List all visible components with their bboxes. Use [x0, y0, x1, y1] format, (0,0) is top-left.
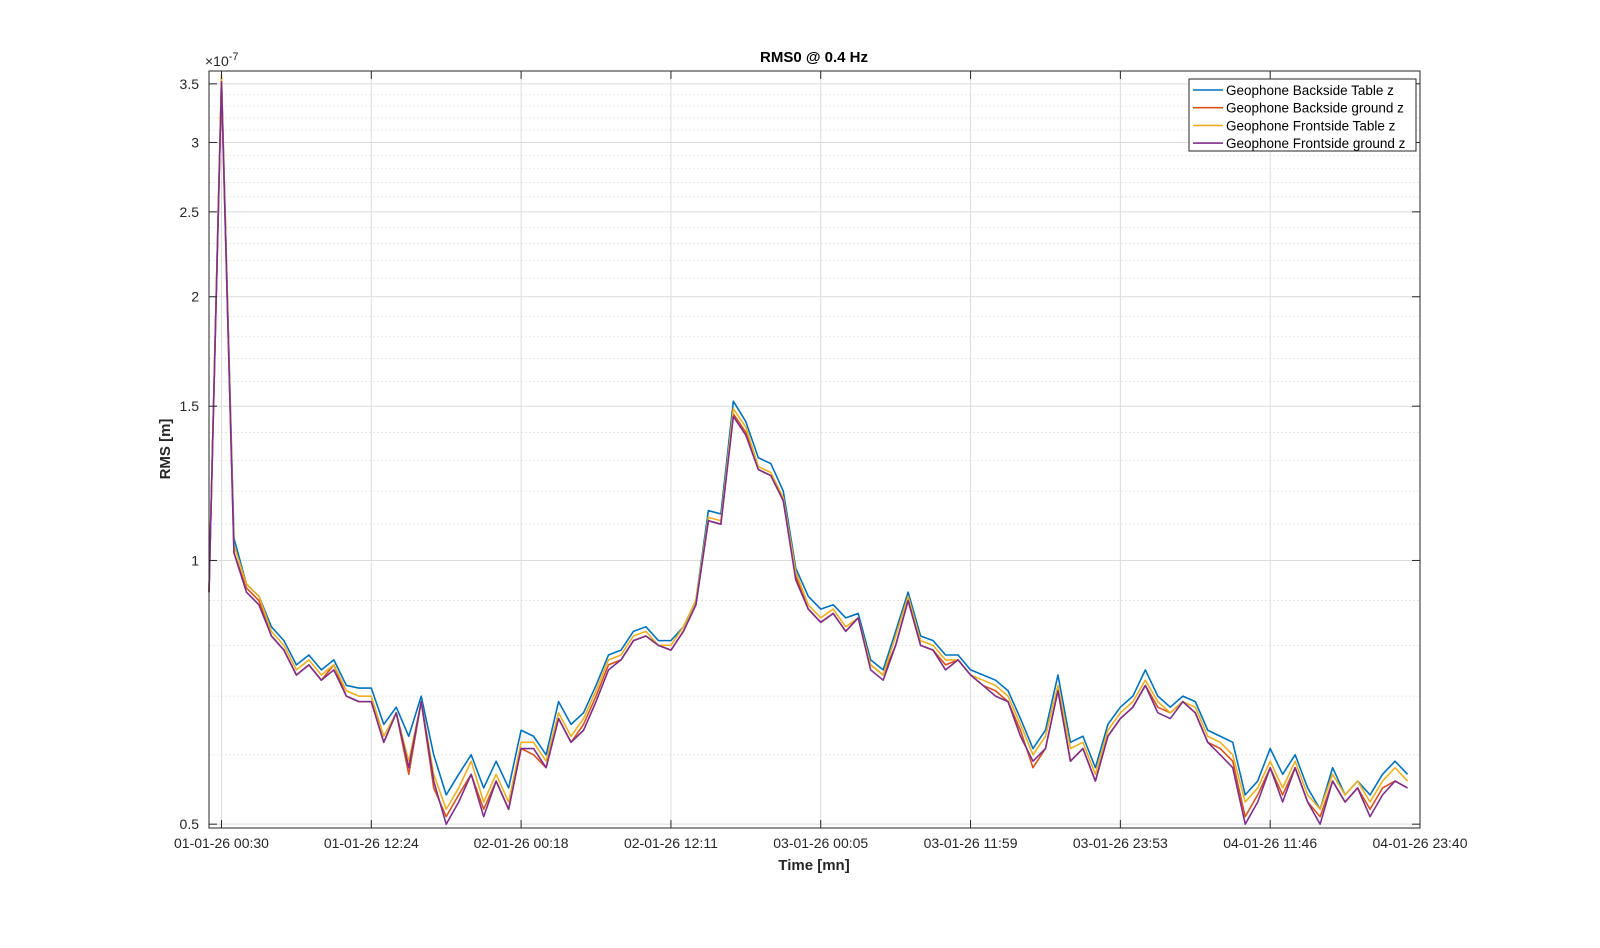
legend: Geophone Backside Table z Geophone Backsi… [1188, 78, 1417, 152]
x-tick-label: 04-01-26 23:40 [1373, 835, 1468, 851]
series-line-4 [208, 80, 1408, 825]
x-tick-label: 04-01-26 11:46 [1223, 835, 1317, 851]
x-tick-label: 03-01-26 11:59 [924, 835, 1018, 851]
plot-frame [208, 70, 1421, 829]
x-tick-label: 03-01-26 00:05 [773, 835, 868, 851]
y-exponent-base: ×10 [205, 53, 229, 69]
y-tick-label: 2 [191, 289, 199, 305]
y-exponent-power: -7 [229, 51, 239, 63]
legend-label: Geophone Frontside Table z [1226, 118, 1396, 133]
y-axis-label: RMS [m] [157, 419, 174, 480]
y-tick-label: 3 [191, 134, 199, 150]
x-tick-label: 02-01-26 00:18 [474, 835, 569, 851]
y-tick-label: 0.5 [180, 816, 200, 832]
legend-label: Geophone Backside Table z [1226, 83, 1394, 98]
x-axis-label: Time [mn] [778, 857, 849, 874]
x-tick-labels: 01-01-26 00:30 01-01-26 12:24 02-01-26 00:… [174, 835, 1468, 851]
y-tick-label: 3.5 [180, 76, 200, 92]
y-tick-label: 1.5 [180, 398, 200, 414]
series-line-1 [208, 77, 1409, 811]
x-tick-label: 01-01-26 00:30 [174, 835, 269, 851]
y-tick-label: 1 [191, 552, 199, 568]
legend-label: Geophone Backside ground z [1226, 101, 1404, 116]
series-line-3 [208, 74, 1409, 811]
chart-title: RMS0 @ 0.4 Hz [760, 49, 868, 66]
legend-box [1188, 78, 1417, 152]
x-tick-label: 02-01-26 12:11 [624, 835, 718, 851]
legend-entries: Geophone Backside Table z Geophone Backsi… [1193, 83, 1406, 151]
series-layer [208, 74, 1409, 825]
y-tick-label: 2.5 [180, 204, 200, 220]
x-tick-label: 03-01-26 23:53 [1073, 835, 1168, 851]
x-tick-label: 01-01-26 12:24 [324, 835, 419, 851]
y-exponent-label: ×10-7 [205, 51, 239, 69]
y-tick-labels: 0.5 1 1.5 2 2.5 3 3.5 [180, 76, 200, 832]
axis-ticks [209, 71, 1421, 828]
legend-label: Geophone Frontside ground z [1226, 136, 1406, 151]
